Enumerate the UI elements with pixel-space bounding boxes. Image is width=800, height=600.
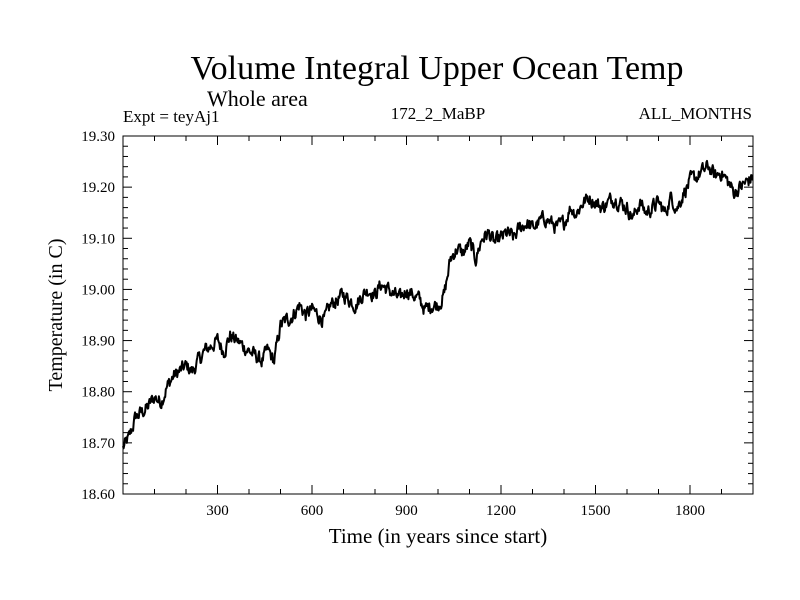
y-tick-label: 18.90 [81, 334, 115, 350]
y-axis-label: Temperature (in C) [45, 239, 67, 392]
data-line [122, 159, 754, 450]
x-tick-label: 1200 [486, 503, 516, 519]
chart-subtitle: Whole area [207, 86, 308, 111]
x-axis-label: Time (in years since start) [329, 524, 548, 548]
run-label: 172_2_MaBP [391, 104, 485, 123]
x-tick-label: 1500 [581, 503, 611, 519]
plot-frame [122, 135, 754, 495]
experiment-label: Expt = teyAj1 [123, 107, 219, 126]
x-tick-label: 300 [206, 503, 229, 519]
y-tick-label: 18.70 [81, 436, 115, 452]
x-axis: 300 600 900 1200 1500 1800 [154, 136, 722, 519]
months-label: ALL_MONTHS [639, 104, 752, 123]
x-tick-label: 900 [395, 503, 418, 519]
y-tick-label: 19.20 [81, 180, 115, 196]
y-axis: 18.60 18.70 18.80 18.90 19.00 19.10 19.20 19.30 [81, 129, 753, 503]
y-tick-label: 18.80 [81, 385, 115, 401]
y-tick-label: 19.30 [81, 129, 115, 145]
y-tick-label: 19.10 [81, 231, 115, 247]
x-tick-label: 1800 [675, 503, 705, 519]
chart-title: Volume Integral Upper Ocean Temp [191, 50, 684, 87]
y-tick-label: 18.60 [81, 487, 115, 503]
y-tick-label: 19.00 [81, 282, 115, 298]
x-tick-label: 600 [301, 503, 324, 519]
